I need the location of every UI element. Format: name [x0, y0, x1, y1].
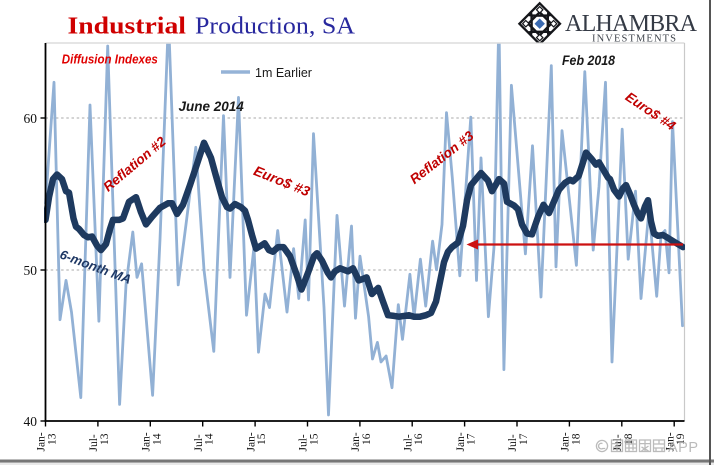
svg-text:50: 50	[24, 263, 38, 278]
svg-text:Industrial: Industrial	[68, 14, 187, 40]
svg-text:June 2014: June 2014	[179, 99, 245, 114]
svg-text:40: 40	[24, 414, 38, 429]
svg-text:1m Earlier: 1m Earlier	[255, 66, 312, 80]
svg-text:Production, SA: Production, SA	[195, 14, 356, 40]
svg-text:APP: APP	[668, 440, 699, 456]
svg-text:Diffusion Indexes: Diffusion Indexes	[62, 52, 158, 67]
svg-text:ALHAMBRA: ALHAMBRA	[565, 11, 698, 37]
svg-text:INVESTMENTS: INVESTMENTS	[592, 34, 676, 45]
svg-text:Feb 2018: Feb 2018	[562, 53, 615, 68]
svg-text:60: 60	[24, 111, 38, 126]
